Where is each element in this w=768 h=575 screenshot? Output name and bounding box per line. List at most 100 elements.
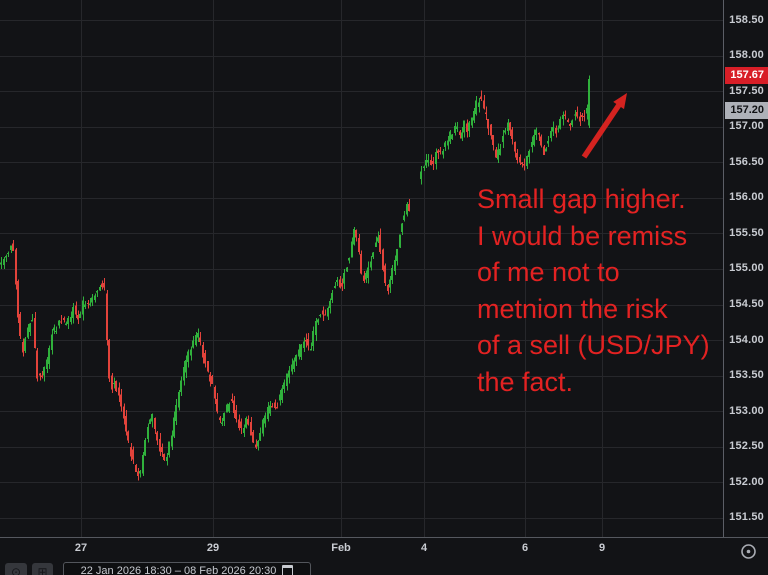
clock-icon: ⊙ <box>10 565 22 575</box>
candle-body <box>5 256 7 258</box>
candle-body <box>552 126 554 132</box>
candle-body <box>401 223 403 232</box>
candle-body <box>156 432 158 441</box>
price-tick-label: 154.00 <box>729 333 764 346</box>
candle-body <box>187 351 189 362</box>
candle-body <box>15 249 17 285</box>
time-axis[interactable]: 27 29 Feb 4 6 9 <box>0 537 768 575</box>
candle-body <box>588 79 590 126</box>
time-tick-label: 27 <box>74 542 88 554</box>
secondary-price-badge: 157.20 <box>725 102 768 119</box>
annotation-line: metnion the risk <box>477 293 668 324</box>
candle-body <box>77 314 79 320</box>
price-tick-label: 157.50 <box>729 84 764 97</box>
candle-body <box>312 330 314 346</box>
target-icon[interactable] <box>739 542 758 561</box>
candle-body <box>70 316 72 322</box>
candle-body <box>516 153 518 160</box>
candle-body <box>101 283 103 288</box>
candle-body <box>185 359 187 373</box>
candle-body <box>360 254 362 274</box>
candle-body <box>483 100 485 109</box>
candle-body <box>329 301 331 308</box>
candle-body <box>581 114 583 118</box>
candle-body <box>449 131 451 142</box>
candle-body <box>540 136 542 146</box>
candle-body <box>178 391 180 408</box>
candle-body <box>111 375 113 390</box>
candle-body <box>137 471 139 477</box>
candle-body <box>63 318 65 320</box>
clock-button[interactable]: ⊙ <box>5 563 27 575</box>
candle-body <box>43 367 45 376</box>
candle-body <box>219 417 221 420</box>
candle-body <box>293 360 295 369</box>
candle-body <box>389 279 391 288</box>
candle-body <box>171 435 173 447</box>
candle-body <box>562 115 564 120</box>
candle-body <box>547 140 549 144</box>
price-tick-label: 153.00 <box>729 404 764 417</box>
candle-body <box>240 421 242 429</box>
candle-body <box>310 349 312 351</box>
candle-body <box>538 132 540 135</box>
candle-body <box>331 293 333 300</box>
candle-body <box>271 405 273 408</box>
candles-layer <box>0 75 590 481</box>
candle-body <box>39 373 41 376</box>
candle-body <box>31 320 33 322</box>
candle-body <box>334 285 336 288</box>
candle-body <box>72 306 74 318</box>
candle-body <box>521 162 523 164</box>
candle-body <box>243 427 245 433</box>
candle-body <box>228 403 230 412</box>
candle-body <box>507 122 509 132</box>
candle-body <box>257 440 259 447</box>
price-axis[interactable]: 157.67 157.20 158.50 158.00 157.50 157.00 15… <box>723 0 768 537</box>
candle-body <box>461 132 463 139</box>
candle-body <box>502 135 504 143</box>
candle-body <box>46 359 48 370</box>
candle-body <box>130 447 132 457</box>
candle-body <box>382 249 384 270</box>
candle-body <box>466 123 468 132</box>
candle-body <box>303 341 305 348</box>
candle-body <box>139 471 141 474</box>
candle-body <box>509 122 511 131</box>
grid-icon: ⊞ <box>37 565 48 575</box>
candle-body <box>283 382 285 390</box>
candle-body <box>473 111 475 121</box>
candle-body <box>317 319 319 323</box>
candle-body <box>387 284 389 292</box>
candle-body <box>339 279 341 288</box>
candle-body <box>17 280 19 318</box>
candle-body <box>36 350 38 379</box>
candle-body <box>372 252 374 258</box>
candle-body <box>348 257 350 261</box>
candle-body <box>180 380 182 393</box>
candle-body <box>447 140 449 146</box>
candle-body <box>451 134 453 140</box>
candle-body <box>425 159 427 166</box>
candle-body <box>480 96 482 100</box>
candle-body <box>29 323 31 332</box>
candle-body <box>221 422 223 424</box>
candle-body <box>120 394 122 407</box>
candle-body <box>427 159 429 163</box>
annotation-text[interactable]: Small gap higher. I would be remiss of me … <box>477 181 710 400</box>
candle-body <box>24 338 26 351</box>
candle-body <box>262 419 264 434</box>
candle-body <box>327 308 329 317</box>
candle-body <box>499 149 501 156</box>
candle-body <box>199 337 201 343</box>
price-tick-label: 154.50 <box>729 298 764 311</box>
date-range-button[interactable]: 22 Jan 2026 18:30 – 08 Feb 2026 20:30 <box>63 562 311 575</box>
trend-arrow[interactable] <box>581 93 627 159</box>
candle-body <box>96 291 98 293</box>
grid-layout-button[interactable]: ⊞ <box>32 563 53 575</box>
candle-body <box>10 245 12 250</box>
candle-body <box>34 318 36 348</box>
candle-body <box>123 406 125 419</box>
candle-body <box>420 171 422 179</box>
